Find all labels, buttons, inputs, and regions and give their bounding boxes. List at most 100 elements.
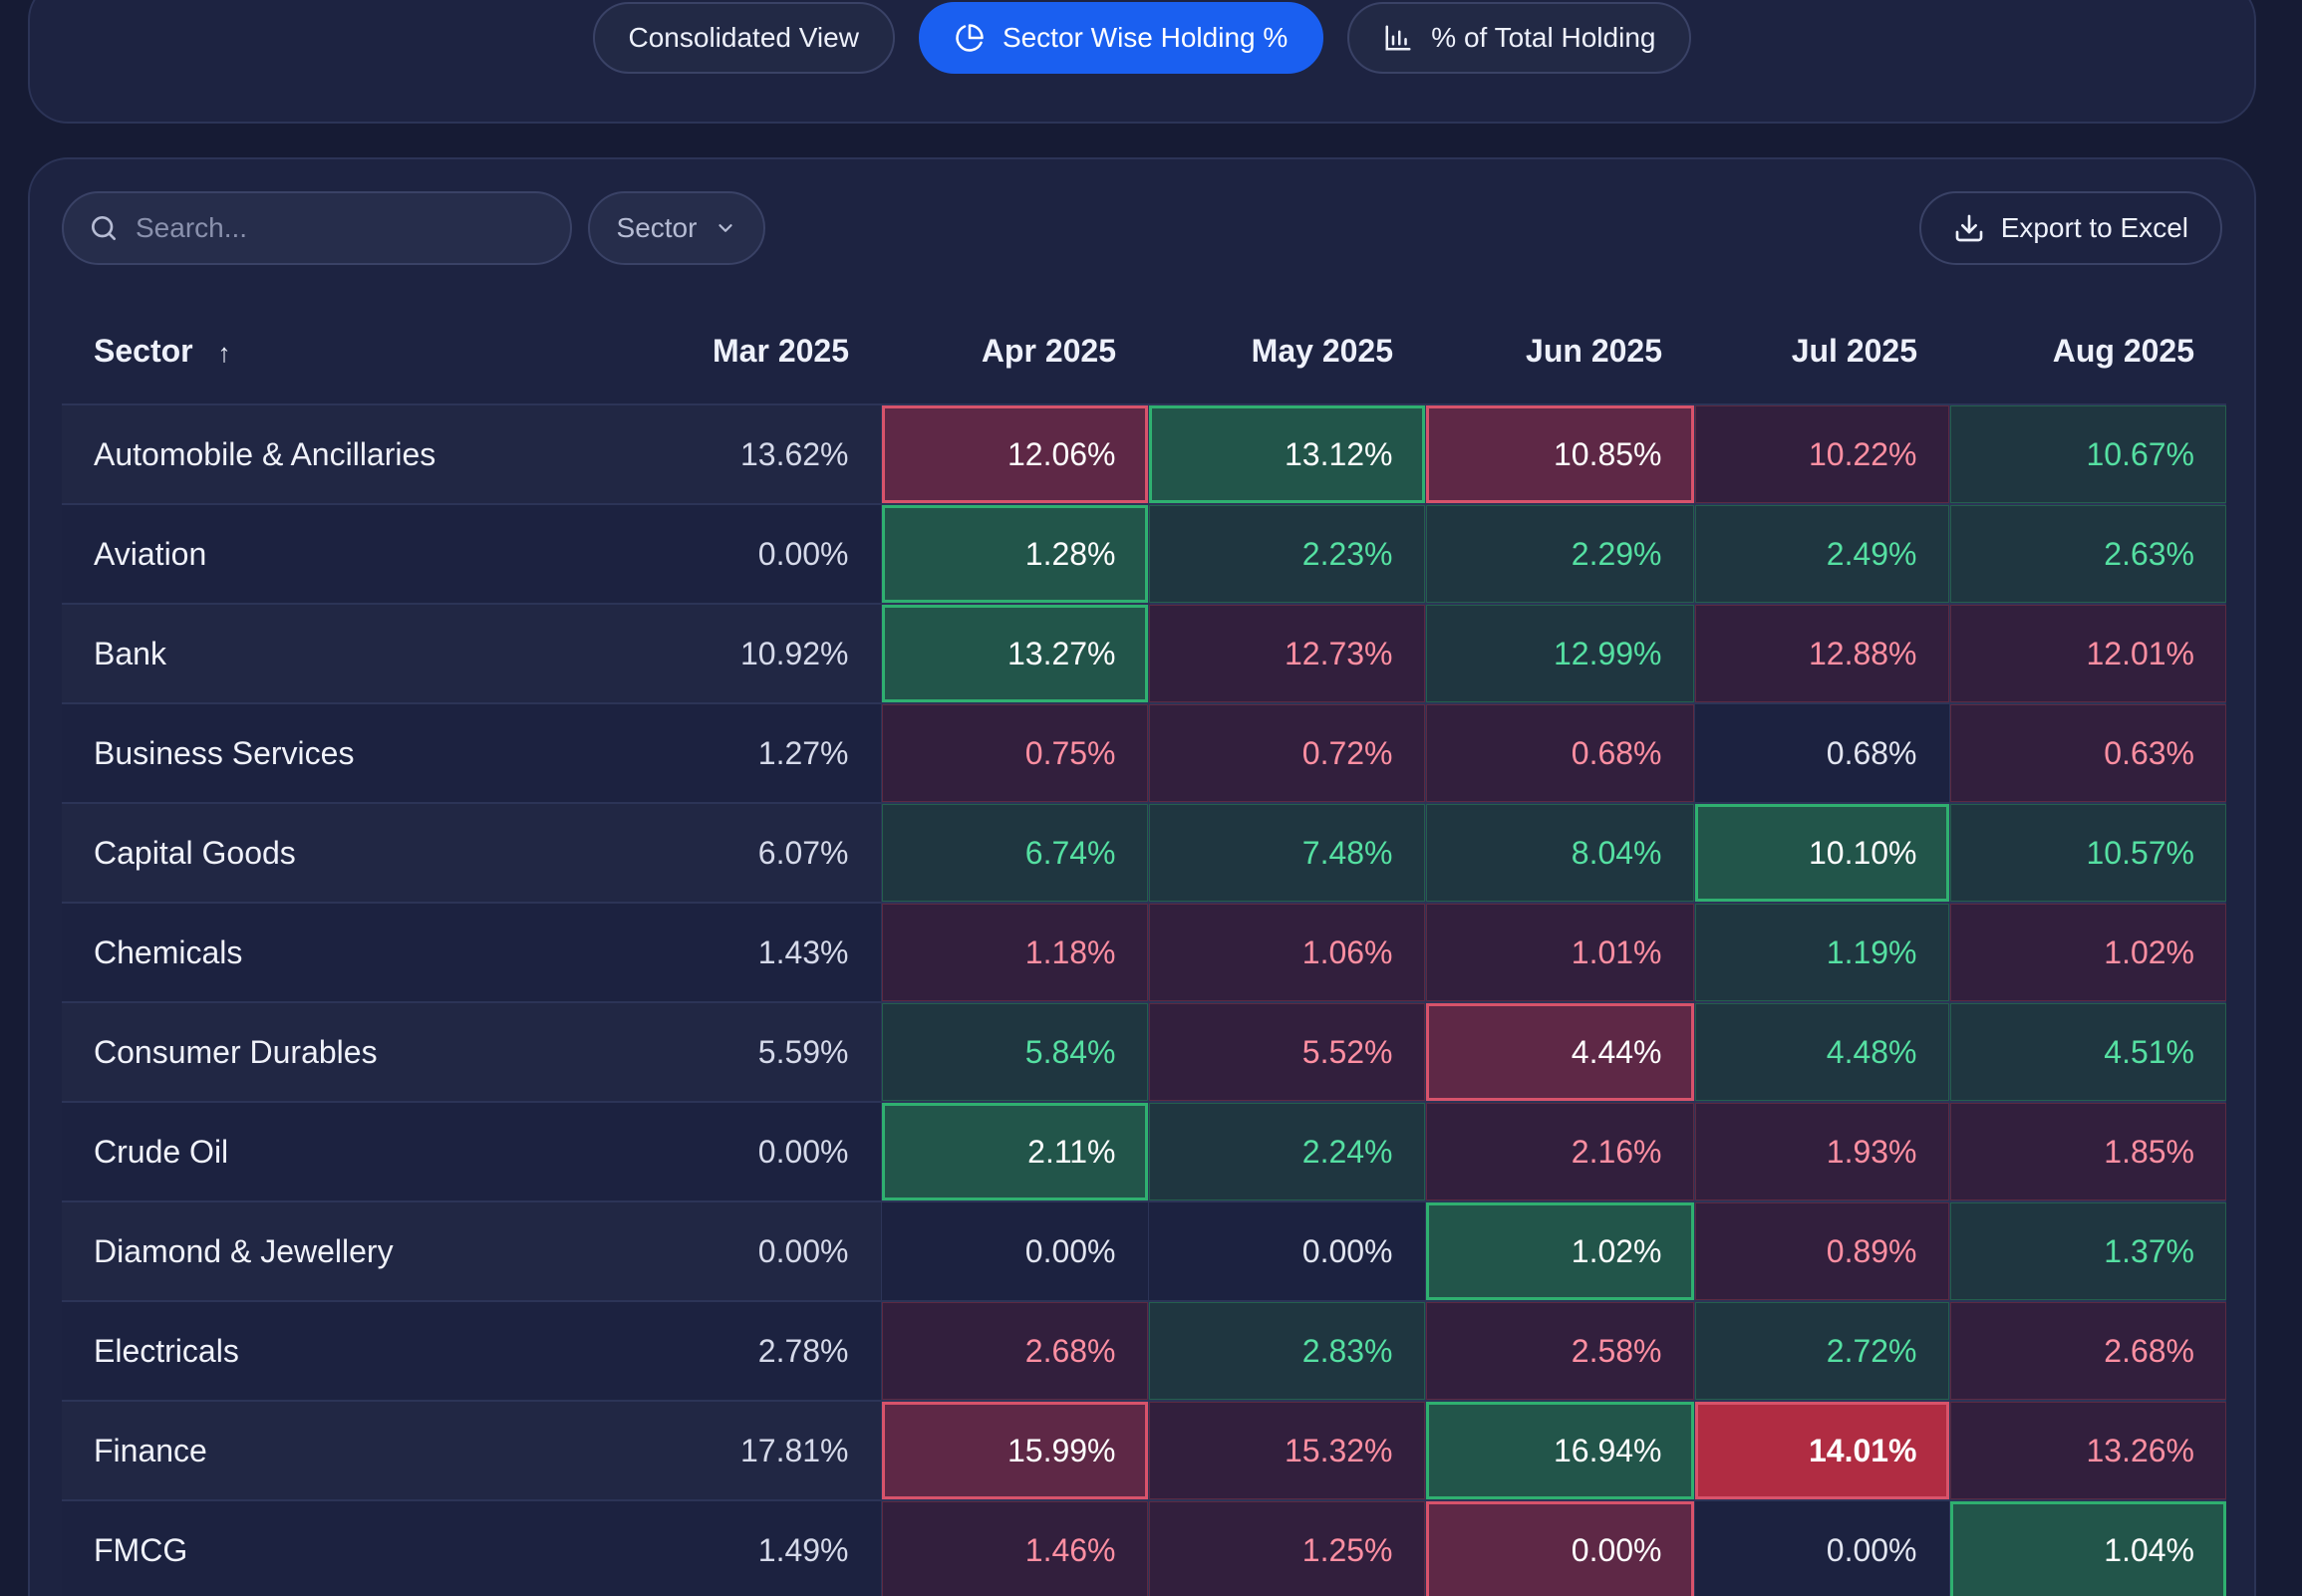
holding-percent-cell: 2.63%: [1948, 504, 2226, 605]
holding-percent-cell: 0.00%: [620, 504, 881, 605]
holding-percent-cell: 5.52%: [1147, 1002, 1425, 1103]
column-header-aug-2025[interactable]: Aug 2025: [1949, 299, 2226, 405]
holding-percent-cell: 0.68%: [1693, 703, 1949, 804]
sector-holding-table-wrap: Sector ↑ Mar 2025 Apr 2025 May 2025 Jun …: [62, 299, 2226, 1596]
holding-percent-cell: 10.85%: [1424, 404, 1694, 505]
holding-percent-cell: 0.00%: [620, 1102, 881, 1202]
holding-percent-cell: 4.51%: [1948, 1002, 2226, 1103]
holding-percent-cell: 1.43%: [620, 903, 881, 1003]
tab-percent-of-total-holding[interactable]: % of Total Holding: [1347, 2, 1692, 74]
holding-percent-cell: 1.04%: [1948, 1500, 2226, 1596]
sector-name-cell: Automobile & Ancillaries: [62, 404, 620, 505]
table-row[interactable]: Crude Oil 0.00% 2.11% 2.24% 2.16% 1.93% 1.85%: [62, 1102, 2226, 1202]
holding-percent-cell: 1.46%: [880, 1500, 1148, 1596]
table-row[interactable]: Capital Goods 6.07% 6.74% 7.48% 8.04% 10.10% 1…: [62, 803, 2226, 904]
holding-percent-cell: 0.68%: [1424, 703, 1694, 804]
table-body: Automobile & Ancillaries 13.62% 12.06% 13.1…: [62, 404, 2226, 1596]
search-input[interactable]: [136, 212, 554, 244]
holding-percent-cell: 2.23%: [1147, 504, 1425, 605]
holding-percent-cell: 7.48%: [1147, 803, 1425, 904]
export-label: Export to Excel: [2000, 212, 2188, 243]
holding-percent-cell: 16.94%: [1424, 1401, 1694, 1501]
sector-name-cell: Chemicals: [62, 903, 620, 1003]
tab-label: Consolidated View: [628, 22, 859, 53]
sector-table-panel: Sector Export to Excel: [28, 157, 2256, 1596]
column-header-sector[interactable]: Sector ↑: [62, 299, 620, 405]
holding-percent-cell: 0.00%: [620, 1201, 881, 1302]
holding-percent-cell: 2.83%: [1147, 1301, 1425, 1402]
holding-percent-cell: 2.68%: [880, 1301, 1148, 1402]
table-row[interactable]: Electricals 2.78% 2.68% 2.83% 2.58% 2.72% 2.68…: [62, 1301, 2226, 1402]
holding-percent-cell: 1.01%: [1424, 903, 1694, 1003]
holding-percent-cell: 0.00%: [880, 1201, 1148, 1302]
column-header-label: Sector: [94, 333, 193, 369]
column-header-jun-2025[interactable]: Jun 2025: [1425, 299, 1694, 405]
holding-percent-cell: 14.01%: [1693, 1401, 1949, 1501]
sector-name-cell: Business Services: [62, 703, 620, 804]
search-icon: [92, 216, 116, 240]
search-box[interactable]: [62, 191, 572, 265]
tab-consolidated-view[interactable]: Consolidated View: [592, 2, 895, 74]
holding-percent-cell: 15.99%: [880, 1401, 1148, 1501]
table-row[interactable]: Automobile & Ancillaries 13.62% 12.06% 13.1…: [62, 404, 2226, 505]
holding-percent-cell: 0.63%: [1948, 703, 2226, 804]
holding-percent-cell: 4.48%: [1693, 1002, 1949, 1103]
holding-percent-cell: 1.25%: [1147, 1500, 1425, 1596]
holding-percent-cell: 2.49%: [1693, 504, 1949, 605]
table-row[interactable]: Chemicals 1.43% 1.18% 1.06% 1.01% 1.19% 1.02%: [62, 903, 2226, 1003]
chevron-down-icon: [719, 224, 733, 232]
holding-percent-cell: 2.72%: [1693, 1301, 1949, 1402]
table-toolbar: Sector Export to Excel: [62, 191, 2222, 265]
holding-percent-cell: 12.88%: [1693, 604, 1949, 704]
sector-name-cell: Consumer Durables: [62, 1002, 620, 1103]
holding-percent-cell: 1.02%: [1948, 903, 2226, 1003]
holding-percent-cell: 13.27%: [880, 604, 1148, 704]
table-row[interactable]: Finance 17.81% 15.99% 15.32% 16.94% 14.01% 13.…: [62, 1401, 2226, 1501]
table-row[interactable]: Business Services 1.27% 0.75% 0.72% 0.68% 0.6…: [62, 703, 2226, 804]
sector-name-cell: Capital Goods: [62, 803, 620, 904]
sector-name-cell: Diamond & Jewellery: [62, 1201, 620, 1302]
holding-percent-cell: 10.67%: [1948, 404, 2226, 505]
holding-percent-cell: 0.00%: [1147, 1201, 1425, 1302]
column-header-may-2025[interactable]: May 2025: [1148, 299, 1425, 405]
holding-percent-cell: 4.44%: [1424, 1002, 1694, 1103]
column-header-jul-2025[interactable]: Jul 2025: [1694, 299, 1949, 405]
holding-percent-cell: 1.27%: [620, 703, 881, 804]
holding-percent-cell: 17.81%: [620, 1401, 881, 1501]
table-row[interactable]: Bank 10.92% 13.27% 12.73% 12.99% 12.88% 12.01%: [62, 604, 2226, 704]
table-row[interactable]: Consumer Durables 5.59% 5.84% 5.52% 4.44% 4.4…: [62, 1002, 2226, 1103]
sector-filter-label: Sector: [616, 212, 698, 243]
table-row[interactable]: Aviation 0.00% 1.28% 2.23% 2.29% 2.49% 2.63%: [62, 504, 2226, 605]
holding-percent-cell: 15.32%: [1147, 1401, 1425, 1501]
sort-ascending-icon[interactable]: ↑: [217, 338, 231, 368]
holding-percent-cell: 0.00%: [1424, 1500, 1694, 1596]
holding-percent-cell: 8.04%: [1424, 803, 1694, 904]
sector-name-cell: Electricals: [62, 1301, 620, 1402]
table-header-row: Sector ↑ Mar 2025 Apr 2025 May 2025 Jun …: [62, 299, 2226, 405]
holding-percent-cell: 12.99%: [1424, 604, 1694, 704]
holding-percent-cell: 1.49%: [620, 1500, 881, 1596]
holding-percent-cell: 10.10%: [1693, 803, 1949, 904]
sector-name-cell: FMCG: [62, 1500, 620, 1596]
table-row[interactable]: Diamond & Jewellery 0.00% 0.00% 0.00% 1.02% 0…: [62, 1201, 2226, 1302]
holding-percent-cell: 1.37%: [1948, 1201, 2226, 1302]
column-header-apr-2025[interactable]: Apr 2025: [881, 299, 1148, 405]
sector-filter-dropdown[interactable]: Sector: [588, 191, 765, 265]
holding-percent-cell: 1.06%: [1147, 903, 1425, 1003]
export-to-excel-button[interactable]: Export to Excel: [1918, 191, 2222, 265]
tab-sector-wise-holding[interactable]: Sector Wise Holding %: [918, 2, 1324, 74]
holding-percent-cell: 2.24%: [1147, 1102, 1425, 1202]
holding-percent-cell: 10.22%: [1693, 404, 1949, 505]
holding-percent-cell: 1.02%: [1424, 1201, 1694, 1302]
table-row[interactable]: FMCG 1.49% 1.46% 1.25% 0.00% 0.00% 1.04%: [62, 1500, 2226, 1596]
holding-percent-cell: 0.00%: [1693, 1500, 1949, 1596]
holding-percent-cell: 2.78%: [620, 1301, 881, 1402]
bar-chart-icon: [1385, 25, 1411, 51]
holding-percent-cell: 2.58%: [1424, 1301, 1694, 1402]
tab-label: Sector Wise Holding %: [1002, 22, 1289, 53]
holding-percent-cell: 13.26%: [1948, 1401, 2226, 1501]
column-header-mar-2025[interactable]: Mar 2025: [620, 299, 881, 405]
holding-percent-cell: 5.84%: [880, 1002, 1148, 1103]
holding-percent-cell: 6.07%: [620, 803, 881, 904]
